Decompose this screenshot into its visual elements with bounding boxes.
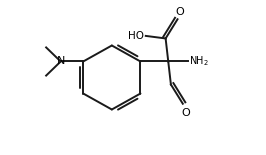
Text: NH$_2$: NH$_2$ [189,55,209,68]
Text: O: O [176,7,185,17]
Text: HO: HO [128,31,144,41]
Text: N: N [56,57,65,66]
Text: O: O [181,108,190,118]
